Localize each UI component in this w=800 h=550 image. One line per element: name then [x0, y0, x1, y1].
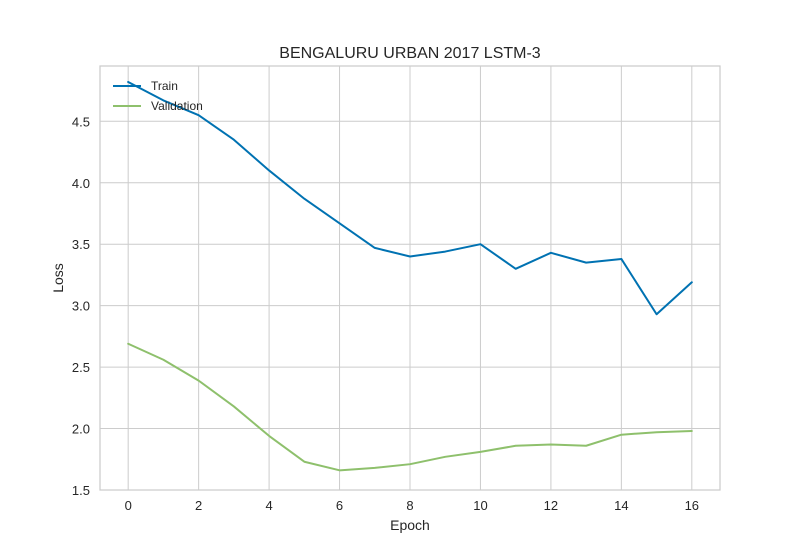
x-tick-labels: 0 2 4 6 8 10 12 14 16: [125, 498, 699, 513]
x-tick-label: 6: [336, 498, 343, 513]
x-tick-label: 16: [685, 498, 699, 513]
plot-area: [99, 65, 721, 491]
y-tick-label: 3.5: [72, 237, 90, 252]
y-tick-label: 3.0: [72, 299, 90, 314]
x-tick-label: 4: [265, 498, 272, 513]
y-tick-labels: 1.5 2.0 2.5 3.0 3.5 4.0 4.5: [72, 114, 90, 498]
chart-title: BENGALURU URBAN 2017 LSTM-3: [279, 45, 541, 62]
x-tick-label: 2: [195, 498, 202, 513]
x-tick-label: 12: [544, 498, 558, 513]
train-series-line: [127, 80, 693, 316]
y-tick-label: 4.0: [72, 176, 90, 191]
y-tick-label: 2.0: [72, 422, 90, 437]
grid-lines: [100, 66, 720, 491]
train-legend-label: Train: [151, 79, 178, 93]
validation-series-line: [127, 342, 693, 472]
x-axis-label: Epoch: [390, 517, 430, 533]
y-tick-label: 1.5: [72, 483, 90, 498]
x-tick-label: 8: [406, 498, 413, 513]
validation-legend-label: Validation: [151, 99, 203, 113]
x-tick-label: 10: [473, 498, 487, 513]
y-axis-label: Loss: [50, 263, 66, 293]
y-tick-label: 4.5: [72, 114, 90, 129]
y-tick-label: 2.5: [72, 360, 90, 375]
x-tick-label: 0: [125, 498, 132, 513]
legend: Train Validation: [113, 79, 203, 113]
series-lines: [127, 80, 693, 472]
x-tick-label: 14: [614, 498, 628, 513]
